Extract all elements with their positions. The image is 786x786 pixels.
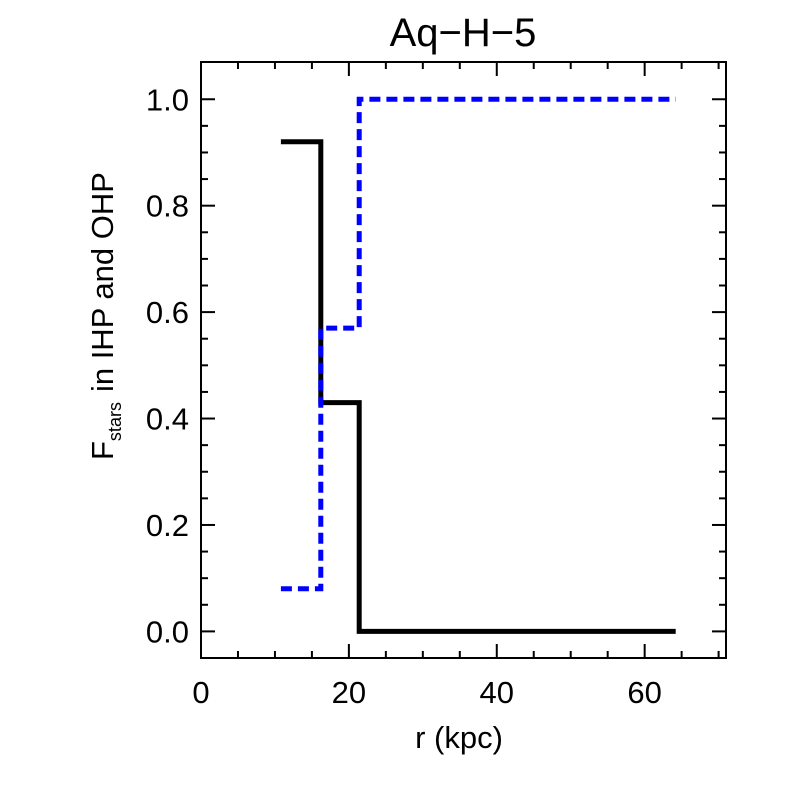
series-line-2 (280, 96, 676, 592)
y-tick-label: 0.0 (146, 614, 189, 649)
y-tick-label: 0.4 (146, 402, 189, 437)
chart-title: Aq−H−5 (390, 11, 537, 55)
tick-labels: 0 20 40 60 0.0 0.2 0.4 0.6 0.8 1.0 (146, 82, 662, 710)
y-axis-label-rest: in IHP and OHP (85, 172, 120, 392)
y-axis-label-subscript: stars (105, 402, 125, 441)
y-axis-label: Fstars in IHP and OHP (85, 172, 125, 460)
y-tick-label: 1.0 (146, 82, 189, 117)
series-line-1 (280, 139, 676, 634)
x-tick-label: 0 (192, 675, 209, 710)
y-tick-label: 0.6 (146, 295, 189, 330)
plot-frame (200, 61, 727, 659)
x-tick-label: 40 (480, 675, 514, 710)
y-tick-label: 0.8 (146, 189, 189, 224)
x-tick-label: 20 (332, 675, 366, 710)
series-layer (280, 96, 676, 634)
svg-text:Fstarsin IHP and OHP: Fstars in IHP and OHP (85, 172, 125, 460)
x-axis-label: r (kpc) (415, 720, 503, 755)
x-tick-label: 60 (627, 675, 661, 710)
y-tick-label: 0.2 (146, 508, 189, 543)
y-axis-label-main: F (85, 441, 120, 460)
axes-layer (200, 61, 727, 659)
